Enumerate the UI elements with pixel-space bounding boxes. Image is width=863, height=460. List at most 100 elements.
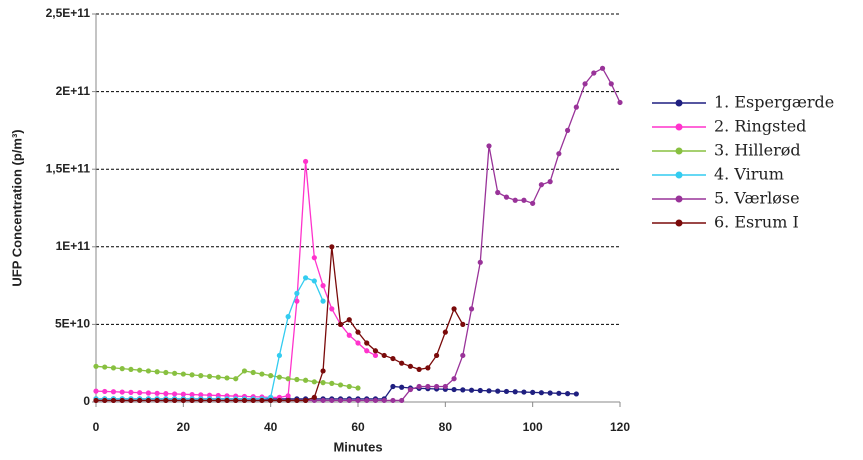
- data-point: [565, 391, 571, 397]
- data-point: [250, 369, 256, 376]
- x-tick-label: 0: [93, 420, 100, 434]
- x-tick-label: 20: [177, 420, 191, 434]
- data-point: [198, 397, 204, 404]
- legend-label: 4. Virum: [714, 165, 784, 184]
- data-point: [364, 348, 370, 354]
- y-tick-label: 1,5E+11: [46, 161, 91, 175]
- data-point: [119, 397, 125, 404]
- x-axis-title: Minutes: [333, 439, 382, 454]
- data-point: [503, 388, 510, 395]
- data-point: [180, 397, 186, 404]
- data-point: [355, 329, 361, 335]
- data-point: [434, 352, 440, 359]
- data-point: [250, 397, 256, 404]
- x-tick-label: 100: [523, 420, 543, 434]
- data-point: [294, 290, 300, 296]
- data-point: [425, 383, 431, 390]
- data-point: [128, 389, 134, 395]
- data-point: [285, 397, 291, 404]
- data-point: [399, 360, 405, 366]
- data-point: [425, 365, 431, 371]
- legend-marker: [675, 219, 683, 227]
- data-point: [137, 367, 143, 373]
- data-point: [460, 321, 466, 327]
- data-point: [93, 397, 99, 404]
- data-point: [521, 389, 527, 395]
- data-point: [303, 377, 309, 383]
- data-point: [303, 275, 309, 281]
- data-point: [285, 376, 291, 382]
- data-point: [372, 397, 379, 404]
- data-point: [390, 355, 396, 362]
- data-point: [198, 373, 204, 379]
- data-point: [468, 306, 475, 312]
- data-point: [538, 390, 545, 396]
- data-point: [303, 158, 309, 165]
- y-tick-label: 1E+11: [56, 239, 91, 253]
- data-point: [346, 317, 352, 323]
- y-tick-label: 5E+10: [55, 317, 90, 331]
- data-point: [294, 298, 300, 304]
- data-point: [224, 397, 230, 404]
- y-axis-title: UFP Concentration (p/m³): [9, 129, 24, 286]
- data-point: [311, 379, 317, 385]
- data-point: [346, 383, 352, 390]
- data-point: [93, 363, 99, 369]
- data-point: [329, 306, 335, 312]
- data-point: [137, 390, 143, 396]
- data-point: [128, 397, 134, 404]
- y-tick-label: 2E+11: [56, 84, 91, 98]
- data-point: [329, 380, 335, 386]
- data-point: [573, 391, 579, 397]
- data-point: [320, 368, 326, 374]
- legend-marker: [675, 195, 683, 203]
- data-point: [110, 389, 117, 395]
- data-point: [372, 352, 379, 359]
- y-tick-label: 2,5E+11: [46, 6, 91, 20]
- data-point: [346, 332, 352, 338]
- data-point: [573, 104, 579, 110]
- data-point: [154, 390, 160, 396]
- data-point: [355, 397, 361, 404]
- data-point: [416, 383, 422, 390]
- data-point: [495, 189, 501, 196]
- data-point: [381, 352, 387, 359]
- data-point: [119, 389, 125, 395]
- data-point: [163, 397, 169, 404]
- data-point: [259, 397, 265, 404]
- data-point: [390, 383, 396, 390]
- data-point: [407, 363, 413, 369]
- data-point: [145, 397, 151, 404]
- data-point: [145, 390, 151, 396]
- data-point: [521, 197, 527, 203]
- data-point: [451, 376, 457, 382]
- data-point: [215, 374, 221, 380]
- data-point: [224, 375, 230, 381]
- data-point: [582, 81, 588, 87]
- data-point: [172, 370, 178, 376]
- data-point: [172, 391, 178, 397]
- legend-marker: [675, 171, 683, 179]
- x-tick-label: 120: [610, 420, 630, 434]
- data-point: [556, 390, 562, 396]
- data-point: [311, 394, 317, 400]
- data-point: [617, 99, 623, 106]
- data-point: [294, 376, 300, 383]
- data-point: [206, 373, 213, 379]
- data-point: [442, 329, 448, 335]
- data-point: [268, 373, 274, 379]
- data-point: [241, 397, 248, 404]
- data-point: [477, 387, 483, 394]
- data-point: [381, 397, 387, 404]
- data-point: [180, 371, 186, 377]
- data-point: [355, 340, 361, 346]
- data-point: [93, 388, 99, 394]
- data-point: [163, 369, 169, 376]
- legend-marker: [675, 99, 683, 107]
- legend-marker: [675, 123, 683, 131]
- data-point: [591, 70, 597, 76]
- data-point: [434, 383, 440, 390]
- data-point: [320, 298, 326, 304]
- data-point: [512, 389, 518, 395]
- data-point: [102, 364, 108, 370]
